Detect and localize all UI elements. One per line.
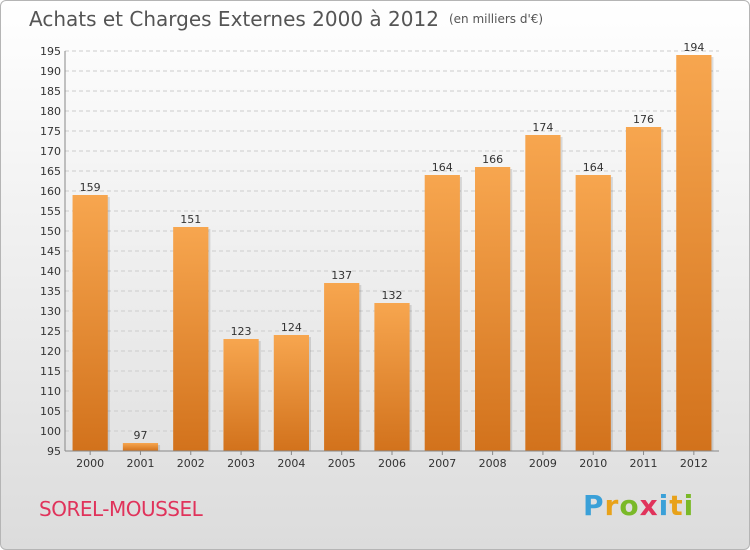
commune-name: SOREL-MOUSSEL <box>39 497 203 521</box>
y-tick-label: 170 <box>40 145 61 158</box>
bar-value-label: 124 <box>281 321 302 334</box>
bar-value-label: 97 <box>133 429 147 442</box>
bar <box>676 55 712 451</box>
bar <box>424 175 460 451</box>
y-tick-label: 95 <box>47 445 61 458</box>
x-tick-label: 2004 <box>277 457 305 470</box>
x-tick-label: 2003 <box>227 457 255 470</box>
y-tick-label: 160 <box>40 185 61 198</box>
x-tick-label: 2011 <box>630 457 658 470</box>
chart-title-unit: (en milliers d'€) <box>448 12 544 26</box>
bar-value-label: 132 <box>382 289 403 302</box>
y-tick-label: 195 <box>40 45 61 58</box>
bar <box>273 335 309 451</box>
y-tick-label: 130 <box>40 305 61 318</box>
y-tick-label: 110 <box>40 385 61 398</box>
x-tick-label: 2000 <box>76 457 104 470</box>
x-tick-label: 2008 <box>479 457 507 470</box>
y-tick-label: 185 <box>40 85 61 98</box>
x-tick-label: 2012 <box>680 457 708 470</box>
x-tick-label: 2009 <box>529 457 557 470</box>
bar <box>475 167 511 451</box>
bar-value-label: 164 <box>583 161 604 174</box>
bar-value-label: 166 <box>482 153 503 166</box>
y-tick-label: 180 <box>40 105 61 118</box>
bar <box>625 127 662 451</box>
chart-title-main: Achats et Charges Externes 2000 à 2012 <box>29 7 439 31</box>
bar-value-label: 137 <box>331 269 352 282</box>
x-tick-label: 2010 <box>579 457 607 470</box>
y-tick-label: 140 <box>40 265 61 278</box>
bar-value-label: 123 <box>231 325 252 338</box>
y-tick-label: 135 <box>40 285 61 298</box>
y-tick-label: 155 <box>40 205 61 218</box>
y-tick-label: 100 <box>40 425 61 438</box>
x-axis: 2000 2001 2002 2003 2004 2005 2006 2007 2008 2009… <box>65 450 719 470</box>
bar <box>374 303 410 451</box>
bar-value-label: 164 <box>432 161 453 174</box>
y-tick-label: 105 <box>40 405 61 418</box>
x-tick-label: 2007 <box>428 457 456 470</box>
y-tick-label: 165 <box>40 165 61 178</box>
y-tick-label: 190 <box>40 65 61 78</box>
bar <box>223 339 259 451</box>
bar <box>173 227 209 451</box>
bars: 159 97 151 123 124 137 132 164 166 174 164 176 194 <box>72 41 714 451</box>
y-axis: 95 100 105 110 115 120 125 130 135 140 145 150 155 16… <box>40 45 66 458</box>
bar <box>72 195 108 451</box>
y-tick-label: 115 <box>40 365 61 378</box>
bar <box>575 175 611 451</box>
bar-value-label: 151 <box>180 213 201 226</box>
bar <box>122 443 159 451</box>
x-tick-label: 2006 <box>378 457 406 470</box>
y-tick-label: 120 <box>40 345 61 358</box>
x-tick-label: 2002 <box>177 457 205 470</box>
bar-value-label: 176 <box>633 113 654 126</box>
x-tick-label: 2005 <box>328 457 356 470</box>
y-tick-label: 150 <box>40 225 61 238</box>
bar <box>525 135 561 451</box>
y-tick-label: 145 <box>40 245 61 258</box>
proxiti-logo: Proxiti <box>583 489 695 522</box>
y-tick-label: 125 <box>40 325 61 338</box>
bar-value-label: 159 <box>80 181 101 194</box>
bar-value-label: 194 <box>683 41 704 54</box>
chart-title: Achats et Charges Externes 2000 à 2012 (e… <box>29 7 543 31</box>
x-tick-label: 2001 <box>126 457 154 470</box>
y-tick-label: 175 <box>40 125 61 138</box>
bar-value-label: 174 <box>532 121 553 134</box>
bar <box>324 283 360 451</box>
